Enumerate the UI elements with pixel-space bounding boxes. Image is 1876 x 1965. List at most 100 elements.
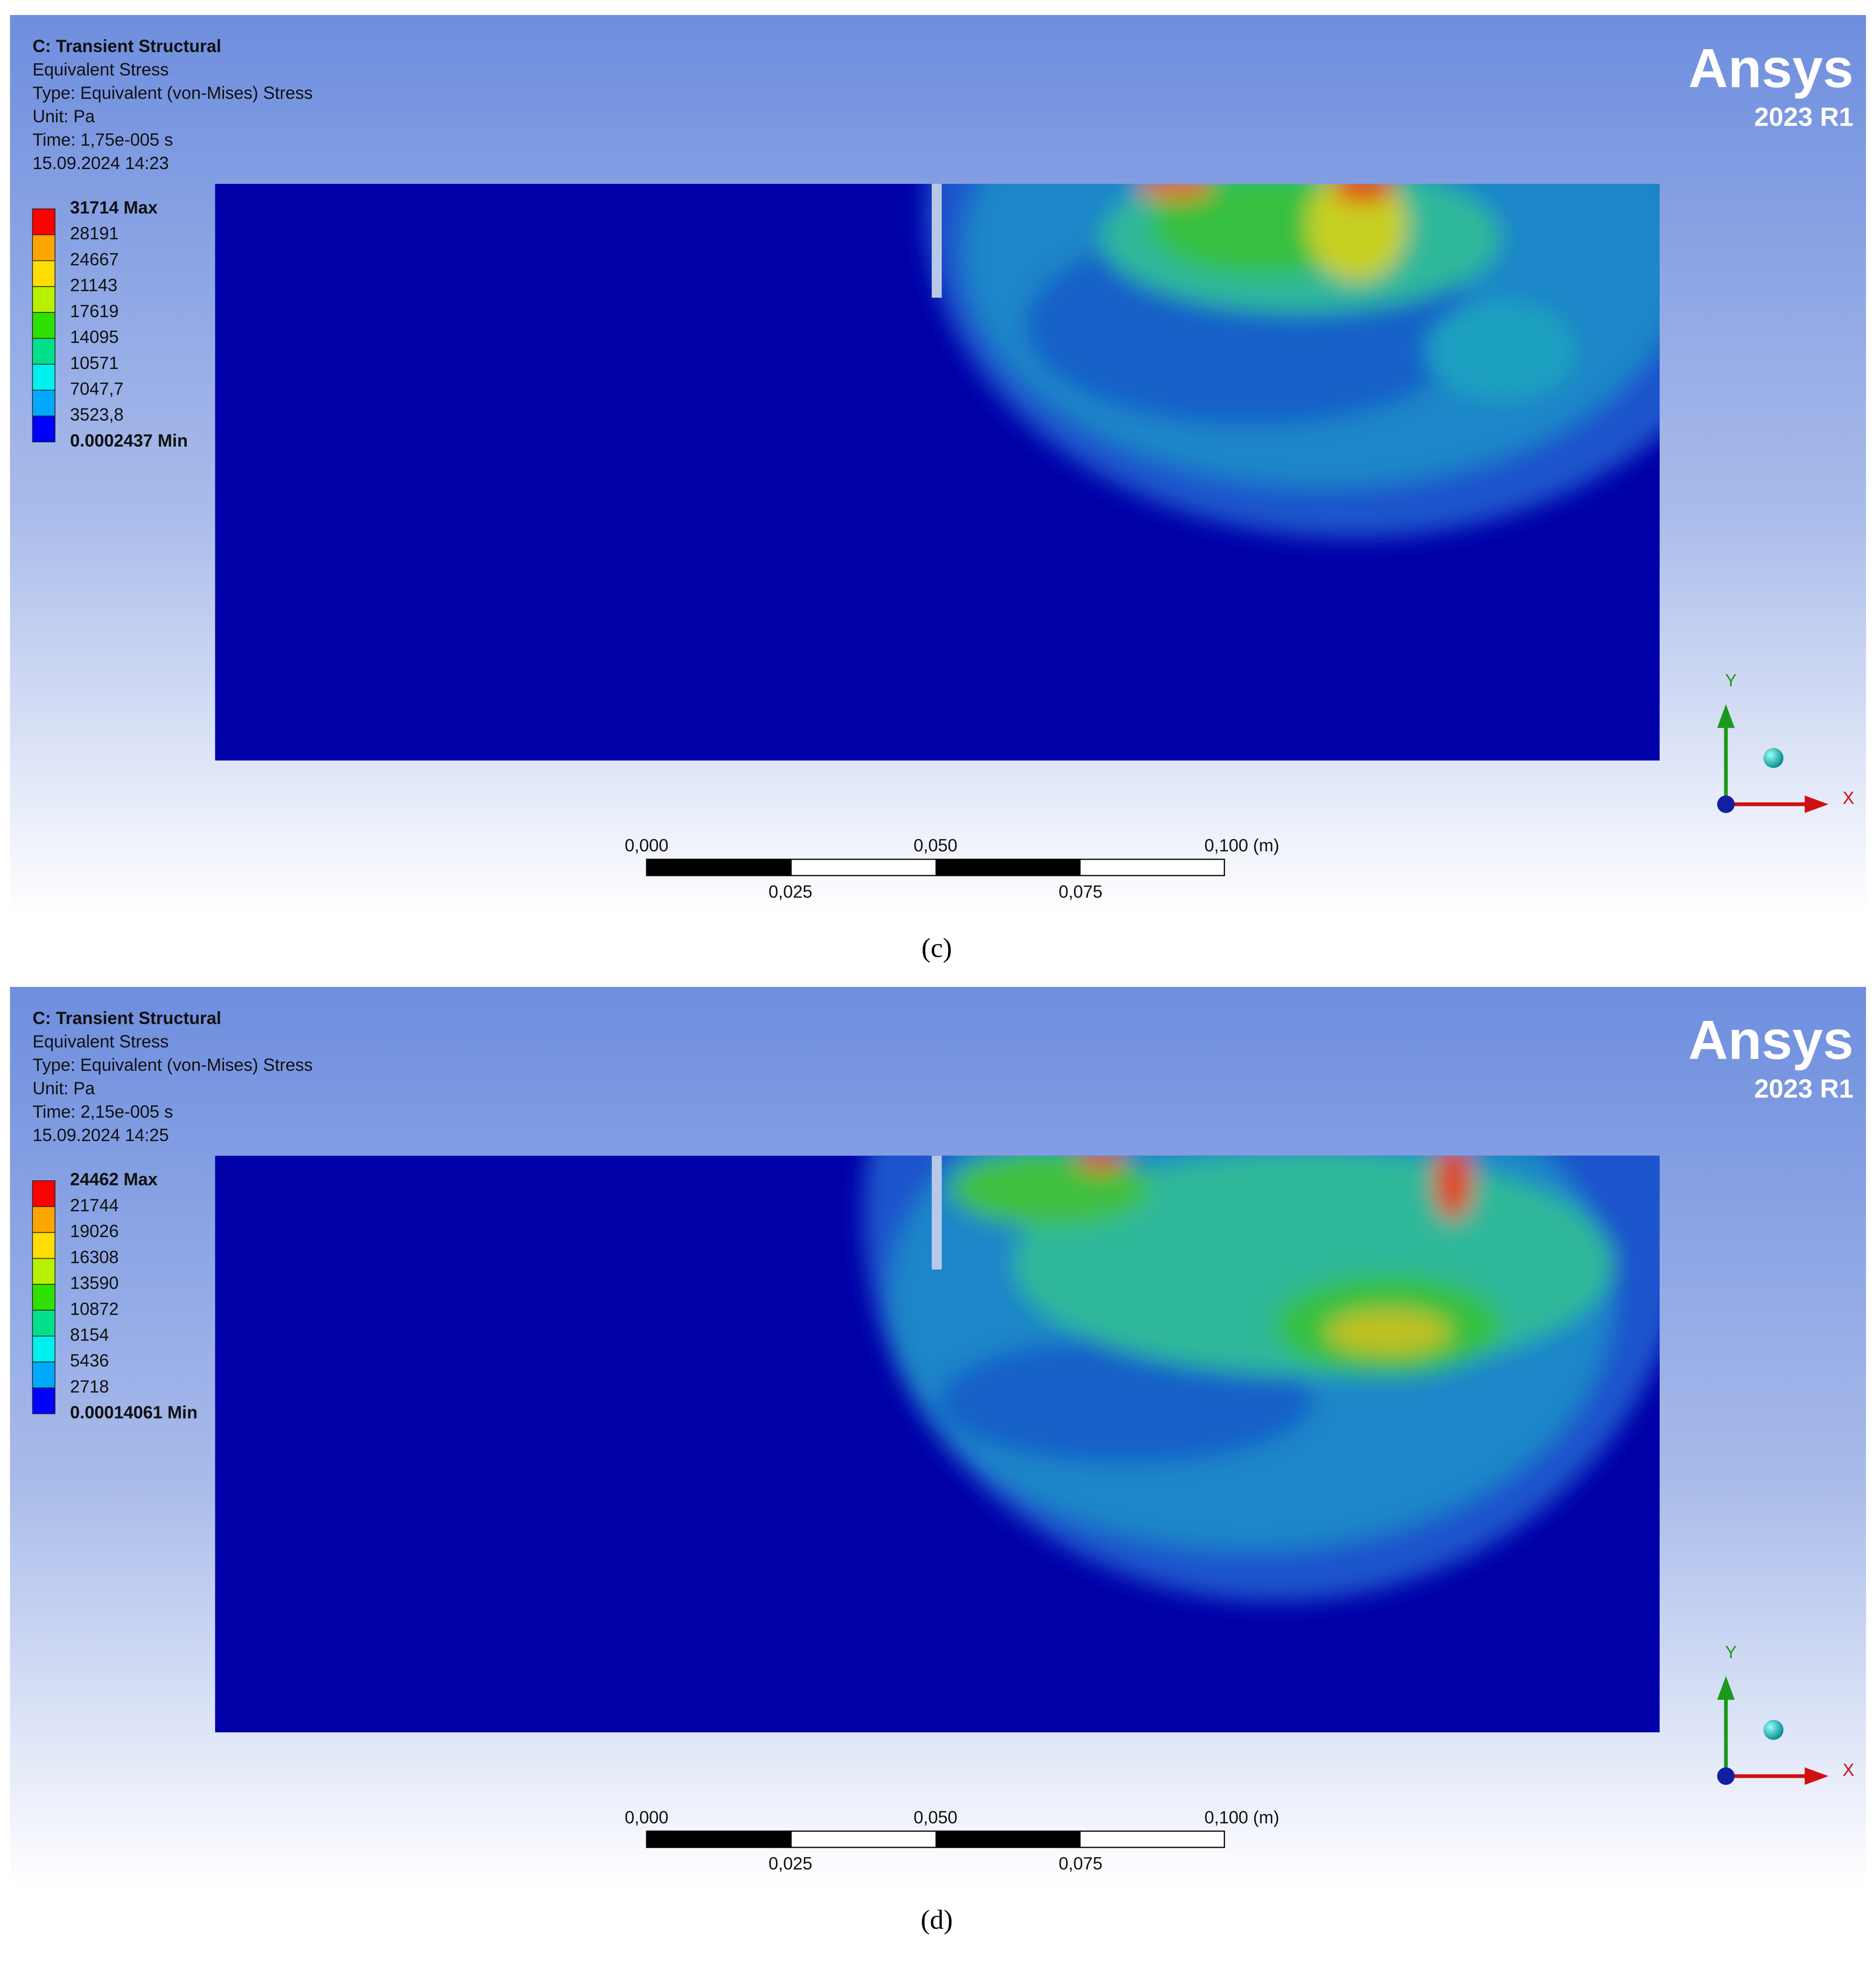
legend-label: 28191 bbox=[70, 224, 119, 243]
panel: C: Transient Structural Equivalent Stress… bbox=[10, 15, 1866, 963]
header-line: 15.09.2024 14:23 bbox=[32, 153, 169, 173]
caption: (d) bbox=[921, 1905, 953, 1935]
scale-seg bbox=[935, 1831, 1081, 1848]
legend-band bbox=[32, 1361, 56, 1388]
scale-label: 0,050 bbox=[914, 1807, 958, 1827]
legend-band bbox=[32, 390, 56, 416]
scale-label: 0,025 bbox=[768, 1854, 812, 1873]
header-line: Equivalent Stress bbox=[32, 1032, 169, 1051]
legend-label: 21143 bbox=[70, 276, 117, 295]
stress-region bbox=[1076, 1155, 1126, 1171]
scale-seg bbox=[646, 1831, 792, 1848]
stress-field bbox=[926, 183, 1660, 538]
logo-version: 2023 R1 bbox=[1754, 1074, 1854, 1103]
legend-label: 24667 bbox=[70, 249, 119, 269]
blur-group bbox=[863, 1155, 1660, 1601]
legend-label: 0.0002437 Min bbox=[70, 431, 188, 450]
legend-band bbox=[32, 1180, 56, 1207]
logo-brand: Ansys bbox=[1688, 38, 1854, 99]
x-arrow bbox=[1804, 1767, 1829, 1785]
header-line: 15.09.2024 14:25 bbox=[32, 1125, 169, 1145]
axis-x-label: X bbox=[1843, 1760, 1854, 1780]
legend-band bbox=[32, 286, 56, 313]
legend-label: 10872 bbox=[70, 1299, 119, 1319]
header-line: Type: Equivalent (von-Mises) Stress bbox=[32, 1055, 313, 1075]
legend-band bbox=[32, 338, 56, 365]
legend-label: 31714 Max bbox=[70, 198, 158, 217]
axis-y-label: Y bbox=[1725, 671, 1737, 690]
stress-region bbox=[1325, 1309, 1451, 1355]
legend-band bbox=[32, 363, 56, 391]
scale-label: 0,075 bbox=[1059, 882, 1103, 901]
header-line: C: Transient Structural bbox=[32, 36, 221, 56]
notch bbox=[931, 183, 942, 298]
stress-region bbox=[1307, 183, 1407, 282]
stress-region bbox=[950, 1155, 1151, 1226]
sphere bbox=[1763, 748, 1784, 768]
y-arrow bbox=[1717, 704, 1735, 728]
stress-region bbox=[1138, 183, 1214, 201]
legend-label: 19026 bbox=[70, 1221, 119, 1241]
legend-band bbox=[32, 1310, 56, 1337]
stress-region bbox=[1426, 300, 1576, 401]
header-line: Type: Equivalent (von-Mises) Stress bbox=[32, 83, 313, 103]
header-line: Time: 1,75e-005 s bbox=[32, 130, 173, 150]
legend-label: 13590 bbox=[70, 1273, 119, 1293]
legend-band bbox=[32, 1284, 56, 1311]
legend-band bbox=[32, 260, 56, 287]
scale-label: 0,100 (m) bbox=[1204, 1807, 1279, 1827]
stress-region bbox=[1434, 1155, 1472, 1220]
scale-seg bbox=[646, 859, 792, 876]
legend-label: 5436 bbox=[70, 1351, 109, 1370]
legend-label: 21744 bbox=[70, 1196, 119, 1215]
scale-label: 0,075 bbox=[1059, 1854, 1103, 1873]
header-line: Time: 2,15e-005 s bbox=[32, 1102, 173, 1121]
header-line: C: Transient Structural bbox=[32, 1008, 221, 1028]
legend-band bbox=[32, 1387, 56, 1414]
legend-label: 16308 bbox=[70, 1247, 119, 1267]
panel: C: Transient Structural Equivalent Stress… bbox=[10, 987, 1866, 1935]
legend-label: 7047,7 bbox=[70, 379, 124, 398]
logo-version: 2023 R1 bbox=[1754, 102, 1854, 131]
blur-group bbox=[926, 183, 1660, 538]
legend-label: 3523,8 bbox=[70, 405, 124, 425]
header-line: Equivalent Stress bbox=[32, 60, 169, 79]
legend-band bbox=[32, 312, 56, 339]
scale-seg bbox=[935, 859, 1081, 876]
legend-band bbox=[32, 1335, 56, 1363]
stress-field bbox=[863, 1155, 1660, 1601]
scale-label: 0,025 bbox=[768, 882, 812, 901]
notch bbox=[931, 1155, 942, 1270]
axis-x-label: X bbox=[1843, 788, 1854, 808]
legend-label: 24462 Max bbox=[70, 1170, 158, 1189]
legend-label: 10571 bbox=[70, 353, 119, 373]
axis-y-label: Y bbox=[1725, 1643, 1737, 1662]
logo-brand: Ansys bbox=[1688, 1010, 1854, 1071]
legend-label: 2718 bbox=[70, 1377, 109, 1396]
scale-label: 0,000 bbox=[625, 1807, 669, 1827]
legend-band bbox=[32, 1206, 56, 1233]
legend-label: 14095 bbox=[70, 327, 119, 347]
x-arrow bbox=[1804, 795, 1829, 813]
stress-region bbox=[1332, 183, 1395, 203]
legend-band bbox=[32, 234, 56, 261]
legend-label: 0.00014061 Min bbox=[70, 1403, 198, 1422]
header-line: Unit: Pa bbox=[32, 107, 95, 126]
scale-label: 0,050 bbox=[914, 836, 958, 855]
caption: (c) bbox=[921, 933, 952, 963]
scale-label: 0,000 bbox=[625, 836, 669, 855]
legend-band bbox=[32, 1232, 56, 1259]
legend-label: 8154 bbox=[70, 1325, 109, 1345]
y-arrow bbox=[1717, 1676, 1735, 1700]
header-line: Unit: Pa bbox=[32, 1079, 95, 1098]
sphere bbox=[1763, 1719, 1784, 1740]
legend-band bbox=[32, 1258, 56, 1285]
origin bbox=[1717, 1767, 1735, 1785]
legend-label: 17619 bbox=[70, 301, 119, 321]
origin bbox=[1717, 795, 1735, 813]
legend-band bbox=[32, 208, 56, 235]
legend-band bbox=[32, 416, 56, 442]
scale-label: 0,100 (m) bbox=[1204, 836, 1279, 855]
